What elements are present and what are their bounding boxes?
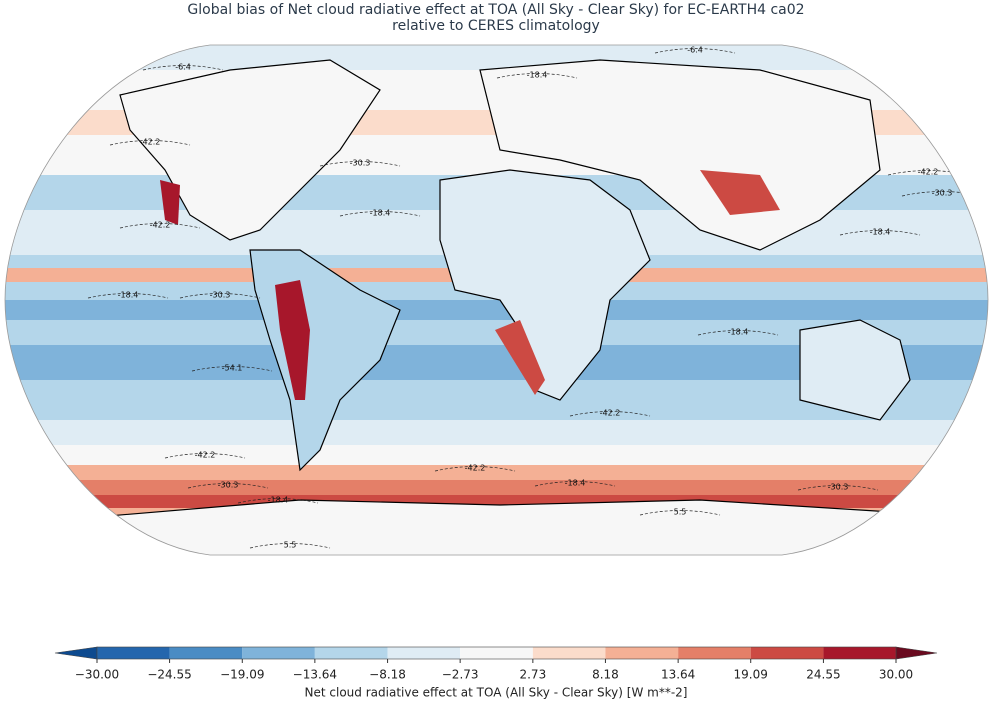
colorbar-segment (169, 647, 243, 659)
colorbar-segment (97, 647, 170, 659)
field-band (5, 445, 988, 465)
contour-line (109, 140, 191, 146)
contour-line (319, 161, 401, 167)
field-band (5, 480, 988, 495)
field-band (5, 465, 988, 480)
contour-label: -30.3 (932, 189, 953, 198)
contour-label: 5.5 (674, 508, 687, 517)
bias-streak (160, 180, 180, 225)
colorbar-segment (605, 647, 679, 659)
colorbar-segment (532, 647, 606, 659)
colorbar-segment (823, 647, 896, 659)
contour-label: -42.2 (600, 409, 621, 418)
contour-label: -30.3 (218, 481, 239, 490)
contour-line (87, 293, 169, 299)
colorbar-tick-label: 8.18 (592, 668, 619, 682)
contour-label: -18.4 (370, 209, 391, 218)
contour-label: -42.2 (465, 464, 486, 473)
land (59, 499, 941, 555)
bias-streak (495, 320, 545, 395)
land (439, 169, 651, 401)
colorbar-segment (460, 647, 533, 659)
contour-line (179, 293, 261, 299)
map-border (4, 44, 989, 556)
contour-label: -18.4 (728, 328, 749, 337)
contour-line (569, 411, 651, 417)
colorbar-segment (678, 647, 751, 659)
contour-label: -6.4 (175, 63, 191, 72)
colorbar-tick-label: −30.00 (75, 668, 119, 682)
colorbar-segment (314, 647, 388, 659)
field-band (5, 45, 988, 70)
contour-label: -18.4 (870, 228, 891, 237)
title-line: Global bias of Net cloud radiative effec… (187, 2, 804, 18)
contour-line (534, 481, 616, 487)
colorbar-tick-label: 30.00 (879, 668, 913, 682)
contour-label: -30.3 (828, 483, 849, 492)
title-line: relative to CERES climatology (392, 18, 600, 34)
colorbar-segment (750, 647, 824, 659)
contour-line (654, 48, 736, 54)
colorbar-tick-label: 13.64 (661, 668, 695, 682)
land (119, 59, 381, 241)
field-band (5, 420, 988, 445)
colorbar-frame (96, 646, 897, 660)
colorbar-extend (895, 646, 938, 660)
contour-line (434, 466, 516, 472)
colorbar-tick-label: −24.55 (147, 668, 191, 682)
map-field (5, 45, 988, 555)
contour-label: -18.4 (268, 496, 289, 505)
land (479, 59, 881, 251)
bias-streak (275, 280, 310, 400)
contour-label: -54.1 (222, 364, 243, 373)
colorbar-tick-label: −13.64 (293, 668, 337, 682)
colorbar-tick-label: −19.09 (220, 668, 264, 682)
contour-line (191, 366, 273, 372)
colorbar-label: Net cloud radiative effect at TOA (All S… (305, 686, 688, 700)
contour-label: -18.4 (527, 71, 548, 80)
contour-line (797, 485, 879, 491)
contour-line (142, 65, 224, 71)
contour-line (249, 543, 331, 549)
contour-line (237, 498, 319, 504)
colorbar-tick-label: −8.18 (369, 668, 406, 682)
contour-label: -18.4 (565, 479, 586, 488)
contour-line (187, 483, 269, 489)
land (799, 319, 911, 421)
colorbar-segment (387, 647, 461, 659)
contour-label: -18.4 (118, 291, 139, 300)
colorbar-tick-label: −2.73 (442, 668, 479, 682)
colorbar-tick-label: 2.73 (519, 668, 546, 682)
contour-label: -30.3 (350, 159, 371, 168)
bias-streak (700, 170, 780, 215)
colorbar-tick-label: 19.09 (734, 668, 768, 682)
contour-line (496, 73, 578, 79)
contour-line (639, 510, 721, 516)
contour-line (164, 453, 246, 459)
contour-line (697, 330, 779, 336)
contour-label: -42.2 (918, 168, 939, 177)
contour-label: -42.2 (140, 138, 161, 147)
contour-label: -30.3 (210, 291, 231, 300)
contour-label: -6.4 (687, 46, 703, 55)
contour-line (839, 230, 921, 236)
colorbar-segment (242, 647, 315, 659)
field-band (5, 300, 988, 320)
colorbar-tick-label: 24.55 (806, 668, 840, 682)
colorbar-extend (54, 646, 98, 660)
contour-line (119, 223, 201, 229)
contour-label: 5.5 (284, 541, 297, 550)
contour-label: -42.2 (195, 451, 216, 460)
contour-label: -42.2 (150, 221, 171, 230)
contour-line (339, 211, 421, 217)
